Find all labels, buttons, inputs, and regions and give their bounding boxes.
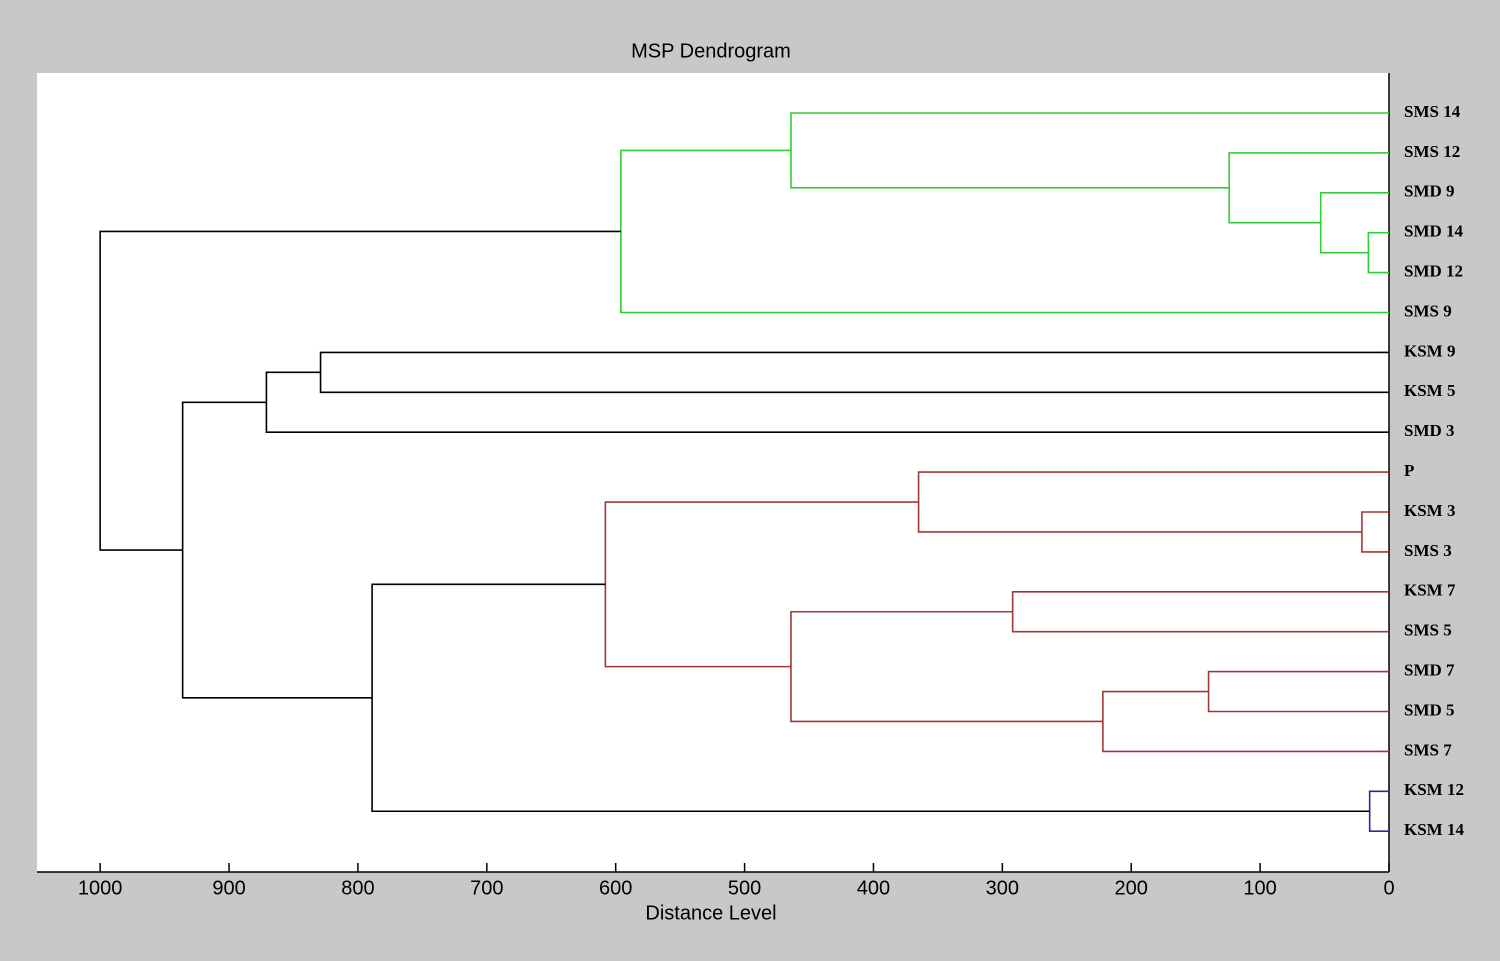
x-tick-label: 0: [1383, 877, 1394, 899]
dendrogram-link: [181, 401, 373, 699]
leaf-label: SMD 7: [1404, 661, 1455, 680]
leaf-label: KSM 7: [1404, 581, 1456, 600]
x-tick-label: 1000: [78, 877, 123, 899]
dendrogram-link: [1367, 231, 1389, 274]
dendrogram-link: [1368, 790, 1389, 832]
dendrogram-link: [99, 230, 621, 551]
leaf-label: SMD 9: [1404, 182, 1455, 201]
leaf-label: SMS 12: [1404, 142, 1460, 161]
x-tick-label: 500: [728, 877, 761, 899]
leaf-label: SMS 9: [1404, 301, 1452, 320]
leaf-label: KSM 14: [1404, 820, 1464, 839]
x-tick-label: 600: [599, 877, 632, 899]
x-tick-label: 100: [1243, 877, 1276, 899]
leaf-label: SMS 5: [1404, 621, 1452, 640]
leaf-label: KSM 9: [1404, 341, 1455, 360]
x-tick-label: 200: [1115, 877, 1148, 899]
x-tick-label: 300: [986, 877, 1019, 899]
leaf-label: KSM 5: [1404, 381, 1455, 400]
x-tick-label: 400: [857, 877, 890, 899]
leaf-label: SMS 3: [1404, 541, 1452, 560]
leaf-label: KSM 3: [1404, 501, 1455, 520]
leaf-label: SMD 5: [1404, 700, 1455, 719]
x-tick-label: 800: [341, 877, 374, 899]
chart-title: MSP Dendrogram: [631, 40, 791, 62]
x-axis-label: Distance Level: [645, 902, 776, 924]
leaf-label: KSM 12: [1404, 780, 1464, 799]
leaf-label: SMS 7: [1404, 740, 1452, 759]
dendrogram-link: [1102, 690, 1389, 753]
x-tick-label: 900: [212, 877, 245, 899]
leaf-label: SMD 3: [1404, 421, 1455, 440]
leaf-label: SMS 14: [1404, 102, 1461, 121]
leaf-label: P: [1404, 461, 1414, 480]
leaf-label: SMD 14: [1404, 222, 1464, 241]
dendrogram-link: [265, 371, 1389, 433]
x-tick-label: 700: [470, 877, 503, 899]
dendrogram-link: [1011, 591, 1389, 633]
leaf-label: SMD 12: [1404, 262, 1463, 281]
